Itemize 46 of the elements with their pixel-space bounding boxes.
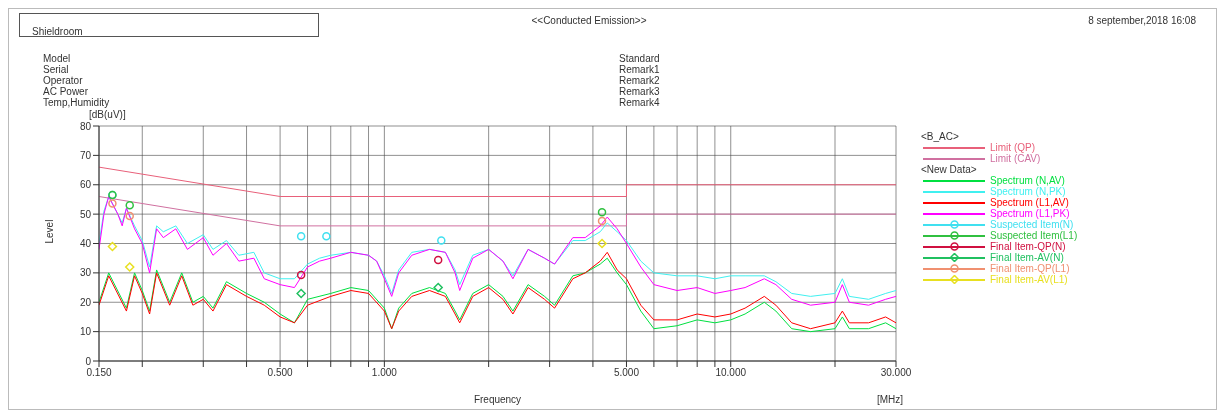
text: Final Item-AV(L1)	[990, 274, 1068, 285]
y-tick-label: 40	[79, 238, 92, 250]
text: [MHz]	[877, 394, 904, 405]
text: AC Power	[43, 86, 89, 97]
text: Suspected Item(N)	[990, 219, 1074, 230]
text: Spectrum (N,PK)	[990, 186, 1066, 197]
text: Limit (QP)	[990, 142, 1035, 153]
text: Suspected Item(L1)	[990, 230, 1078, 241]
text: Operator	[43, 75, 83, 86]
y-tick-label: 30	[79, 267, 92, 279]
text: <New Data>	[921, 164, 978, 175]
text: Remark4	[619, 97, 660, 108]
text: Shieldroom	[19, 13, 319, 37]
x-axis-title: Frequency	[473, 394, 522, 405]
x-tick-label: 5.000	[613, 367, 640, 379]
text: Model	[43, 53, 72, 64]
text: Final Item-QP(N)	[990, 241, 1066, 252]
x-tick-label: 0.500	[267, 367, 294, 379]
legend-title: <B_AC>	[921, 131, 960, 142]
chart-title: <<Conducted Emission>>	[530, 15, 648, 26]
x-tick-label: 10.000	[715, 367, 747, 379]
x-tick-label: 1.000	[371, 367, 398, 379]
text: Remark2	[619, 75, 660, 86]
text: Temp,Humidity	[43, 97, 110, 108]
text: Final Item-AV(N)	[990, 252, 1064, 263]
y-tick-label: 0	[85, 355, 92, 367]
y-tick-label: 70	[79, 149, 92, 161]
text: Final Item-QP(L1)	[990, 263, 1070, 274]
y-tick-label: 20	[79, 296, 92, 308]
text: Serial	[43, 64, 70, 75]
x-tick-label: 0.150	[86, 367, 112, 379]
text: Spectrum (L1,AV)	[990, 197, 1069, 208]
x-tick-label: 30.000	[880, 367, 912, 379]
y-tick-label: 10	[79, 326, 92, 338]
text: Remark1	[619, 64, 660, 75]
text: Spectrum (L1,PK)	[990, 208, 1070, 219]
text: 8 september,2018 16:08	[1088, 15, 1196, 26]
text: [dB(uV)]	[89, 109, 126, 120]
y-axis-title: Level	[43, 219, 55, 244]
y-tick-label: 50	[79, 208, 92, 220]
text: Standard	[619, 53, 660, 64]
y-tick-label: 60	[79, 179, 92, 191]
text: Spectrum (N,AV)	[990, 175, 1065, 186]
text: Remark3	[619, 86, 660, 97]
y-tick-label: 80	[79, 120, 92, 132]
text: Limit (CAV)	[990, 153, 1041, 164]
